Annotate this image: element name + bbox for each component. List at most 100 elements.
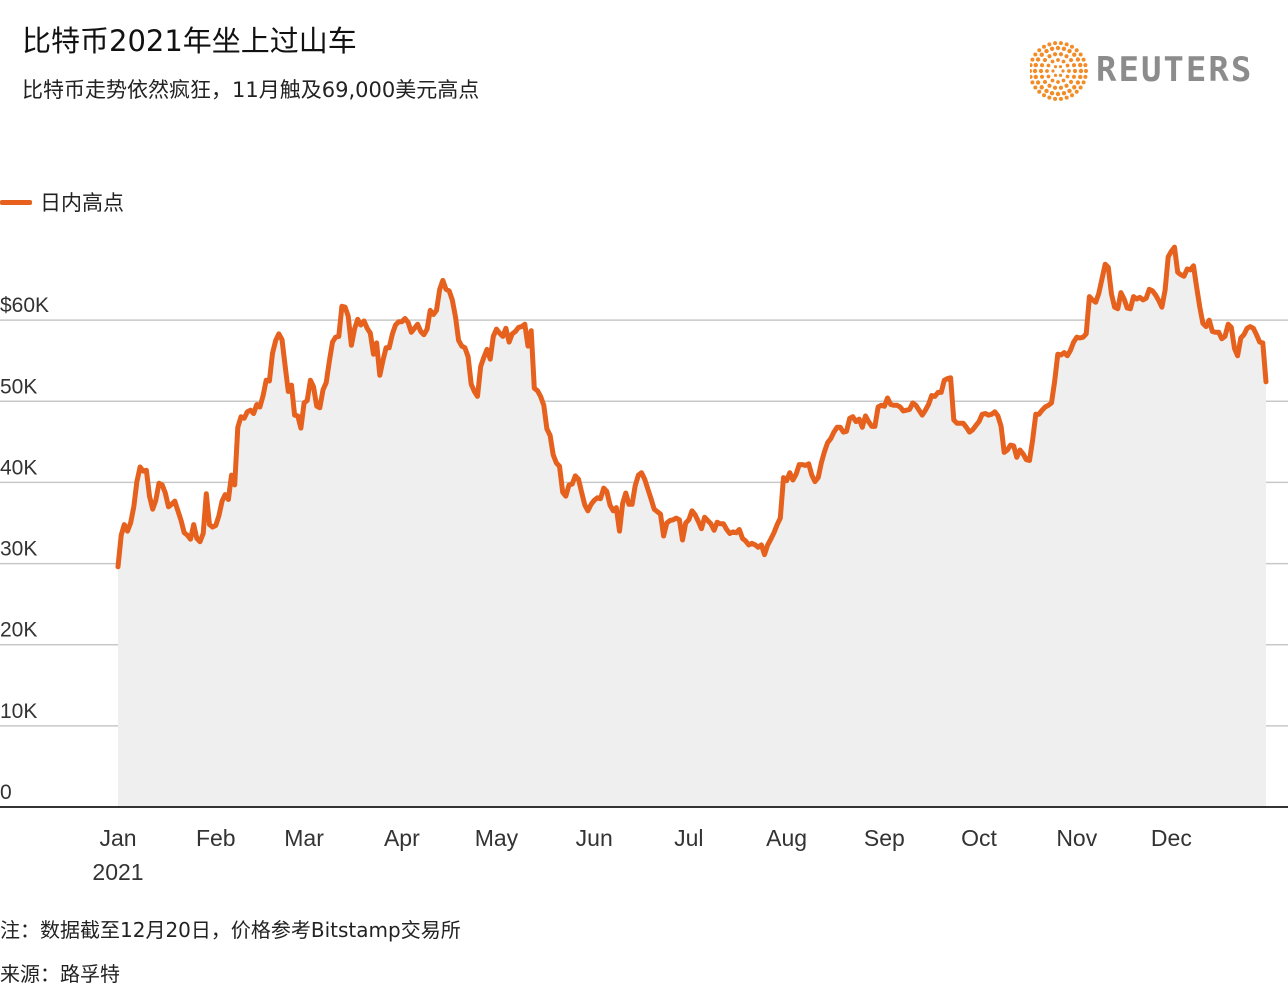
logo-dot — [1071, 63, 1077, 68]
logo-dot — [1083, 74, 1088, 79]
logo-dot — [1049, 46, 1055, 51]
y-tick-label: 50K — [0, 375, 37, 398]
logo-dot — [1070, 93, 1074, 98]
price-chart: 0 10K 20K 30K 40K 50K $60K Jan 2021 Feb Mar Apr May J… — [0, 244, 1288, 885]
logo-dot — [1065, 74, 1070, 79]
legend-swatch — [0, 199, 32, 205]
logo-dot — [1067, 48, 1072, 54]
logo-dot — [1058, 41, 1063, 46]
x-tick-label: Dec — [1151, 825, 1192, 851]
y-tick-label: $60K — [0, 294, 49, 317]
logo-dot — [1056, 80, 1060, 84]
logo-dot — [1081, 57, 1086, 62]
logo-dot — [1081, 80, 1086, 85]
logo-dot — [1042, 93, 1046, 98]
chart-title: 比特币2021年坐上过山车 — [22, 24, 357, 58]
x-tick-label: Jan — [99, 825, 136, 851]
logo-dot — [1071, 74, 1077, 79]
chart-subtitle: 比特币走势依然疯狂，11月触及69,000美元高点 — [22, 78, 480, 102]
logo-dot — [1030, 57, 1035, 62]
series-line-intraday-high — [115, 244, 1269, 570]
x-tick-label: Jul — [674, 825, 703, 851]
logo-dot — [1064, 95, 1069, 100]
x-tick-label: May — [475, 825, 519, 851]
logo-dot — [1042, 57, 1048, 63]
logo-dot — [1072, 52, 1077, 57]
logo-dot — [1058, 65, 1063, 69]
footnote: 注：数据截至12月20日，价格参考Bitstamp交易所 — [0, 918, 461, 942]
logo-dot — [1078, 74, 1083, 80]
logo-dot — [1045, 69, 1049, 73]
logo-dot — [1061, 46, 1067, 51]
logo-dot — [1058, 52, 1064, 57]
logo-dot — [1044, 48, 1049, 54]
logo-dot — [1078, 68, 1084, 74]
logo-dot — [1058, 96, 1063, 101]
logo-dot — [1050, 78, 1055, 83]
logo-dot — [1053, 96, 1058, 101]
logo-dot — [1074, 89, 1079, 94]
x-tick-sublabel: 2021 — [92, 859, 143, 885]
logo-dot — [1078, 62, 1083, 68]
logo-dot — [1047, 95, 1052, 100]
logo-dot — [1078, 85, 1083, 90]
source-line: 来源：路孚特 — [0, 962, 120, 986]
y-tick-label: 10K — [0, 700, 37, 723]
logo-dot — [1065, 63, 1070, 68]
logo-dot — [1035, 80, 1041, 85]
logo-dot — [1044, 88, 1049, 94]
logo-dot — [1028, 74, 1033, 79]
chart-legend: 日内高点 — [0, 188, 124, 216]
area-fill — [118, 247, 1266, 808]
logo-dot — [1053, 65, 1058, 69]
logo-dot — [1067, 88, 1072, 94]
logo-dot — [1052, 52, 1058, 57]
y-tick-label: 40K — [0, 456, 37, 479]
logo-dot — [1037, 89, 1042, 94]
logo-dot — [1072, 68, 1078, 74]
logo-dot — [1046, 74, 1051, 79]
y-tick-label: 20K — [0, 619, 37, 642]
logo-dot — [1038, 68, 1044, 74]
logo-dot — [1033, 74, 1038, 80]
logo-dot — [1058, 73, 1063, 77]
logo-dot — [1028, 63, 1033, 68]
logo-dot — [1050, 59, 1055, 64]
logo-dot — [1064, 83, 1069, 88]
logo-dot — [1067, 69, 1071, 73]
logo-dot — [1052, 85, 1058, 90]
legend-label: 日内高点 — [40, 191, 124, 215]
logo-dot — [1035, 57, 1041, 62]
x-tick-label: Oct — [961, 825, 997, 851]
logo-dot — [1055, 91, 1061, 97]
logo-dot — [1047, 54, 1052, 59]
logo-dot — [1049, 91, 1055, 96]
logo-dot — [1033, 52, 1038, 57]
logo-dot — [1064, 54, 1069, 59]
reuters-logo-text: REUTERS — [1096, 50, 1254, 90]
logo-dot — [1039, 74, 1045, 79]
x-tick-label: Nov — [1056, 825, 1097, 851]
logo-dot — [1061, 69, 1065, 73]
logo-dot — [1068, 79, 1074, 85]
x-tick-label: Jun — [576, 825, 613, 851]
x-tick-label: Sep — [864, 825, 905, 851]
logo-dot — [1033, 85, 1038, 90]
logo-dot — [1083, 63, 1088, 68]
logo-dot — [1075, 80, 1081, 85]
logo-dot — [1061, 59, 1066, 64]
x-tick-label: Aug — [766, 825, 807, 851]
logo-dot — [1039, 52, 1044, 57]
reuters-logo[interactable]: REUTERS — [1028, 32, 1260, 110]
logo-dot — [1046, 63, 1051, 68]
logo-dot — [1078, 52, 1083, 57]
logo-dot — [1030, 80, 1035, 85]
logo-dot — [1042, 79, 1048, 85]
logo-dot — [1058, 85, 1064, 90]
logo-dot — [1070, 44, 1074, 49]
logo-dot — [1053, 73, 1058, 77]
x-tick-label: Mar — [284, 825, 324, 851]
logo-dot — [1068, 57, 1074, 63]
logo-dot — [1075, 57, 1081, 62]
logo-dot — [1055, 45, 1061, 51]
